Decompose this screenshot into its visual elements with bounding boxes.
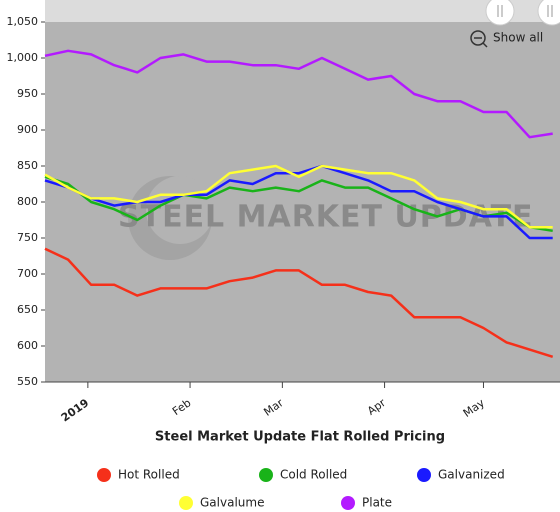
y-tick-label: 900 (17, 123, 38, 136)
series-line (44, 49, 553, 139)
x-tick-label: Feb (170, 396, 193, 418)
series-line (44, 164, 553, 229)
legend-marker[interactable] (259, 468, 273, 482)
scroll-handle[interactable] (537, 0, 560, 26)
legend-label[interactable]: Hot Rolled (118, 468, 180, 482)
y-tick-label: 1,050 (7, 15, 39, 28)
y-tick-label: 950 (17, 87, 38, 100)
x-tick-label: Mar (261, 396, 286, 419)
legend-label[interactable]: Galvanized (438, 468, 505, 482)
y-tick-label: 600 (17, 339, 38, 352)
button-label[interactable]: Show all (493, 31, 543, 45)
legend-marker[interactable] (97, 468, 111, 482)
legend-label[interactable]: Plate (362, 496, 392, 510)
legend-label[interactable]: Cold Rolled (280, 468, 347, 482)
chart-title: Steel Market Update Flat Rolled Pricing (155, 430, 445, 445)
y-tick-label: 850 (17, 159, 38, 172)
y-tick-label: 1,000 (7, 51, 39, 64)
y-tick-label: 800 (17, 195, 38, 208)
x-tick-label: Apr (365, 396, 388, 418)
y-tick-label: 650 (17, 303, 38, 316)
show-all-button[interactable]: Show all (470, 30, 543, 48)
x-tick-label: 2019 (59, 396, 92, 424)
watermark: STEEL MARKET UPDATE (118, 200, 534, 235)
y-tick-label: 550 (17, 375, 38, 388)
legend-marker[interactable] (341, 496, 355, 510)
y-tick-label: 700 (17, 267, 38, 280)
series-line (44, 247, 554, 358)
legend-marker[interactable] (417, 468, 431, 482)
y-tick-label: 750 (17, 231, 38, 244)
legend-marker[interactable] (179, 496, 193, 510)
x-tick-label: May (461, 396, 487, 420)
scroll-handle[interactable] (485, 0, 515, 26)
series-line (44, 164, 553, 240)
legend-label[interactable]: Galvalume (200, 496, 264, 510)
navigator-strip (45, 0, 560, 22)
